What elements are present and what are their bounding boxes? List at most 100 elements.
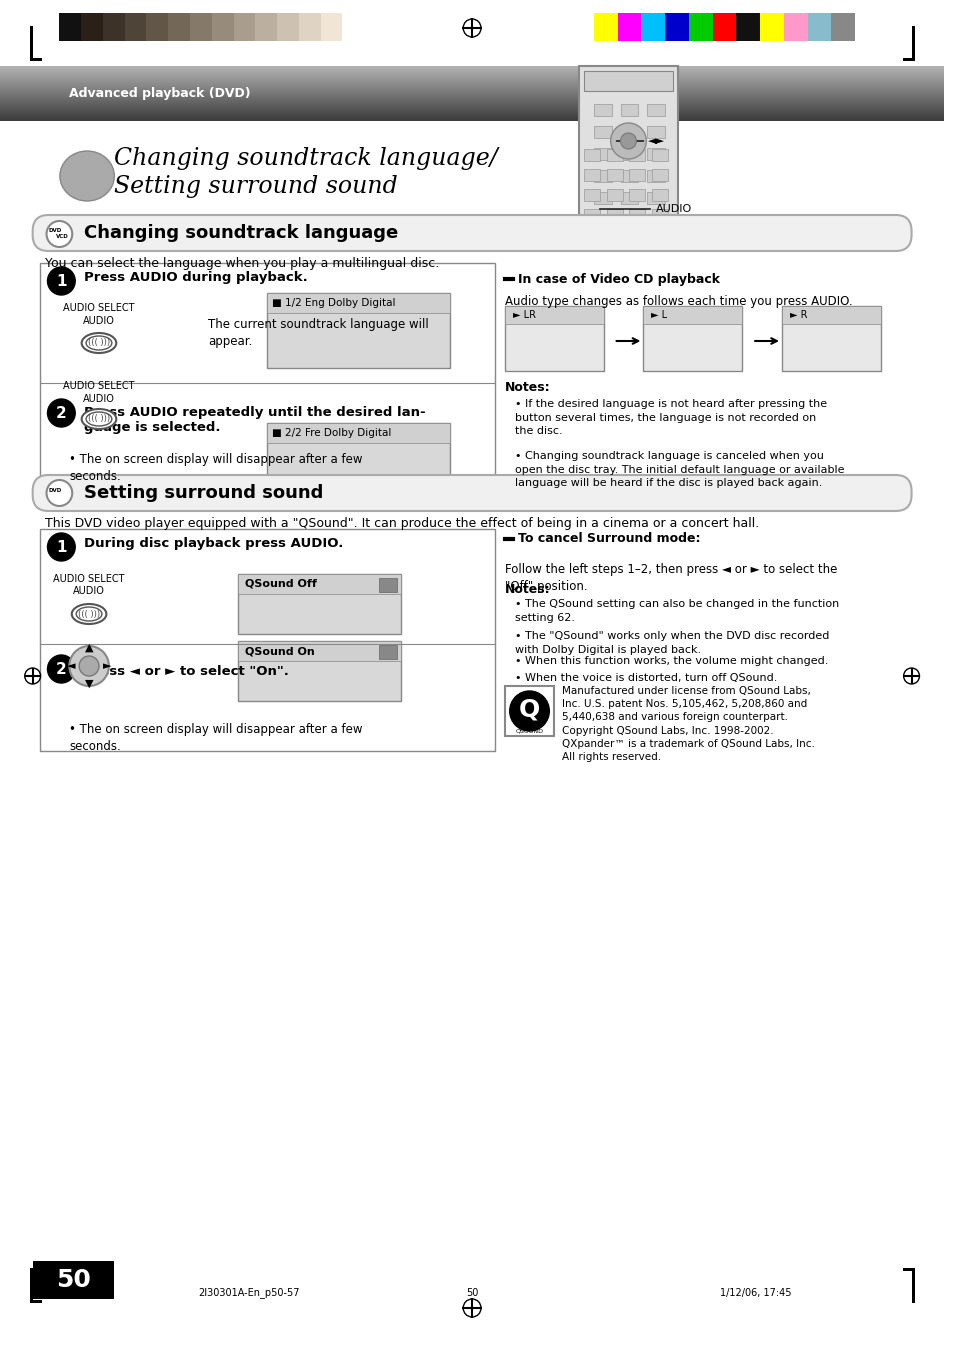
Bar (781, 305, 880, 372)
Bar (617, 14, 640, 41)
Ellipse shape (86, 412, 112, 426)
Ellipse shape (82, 409, 116, 430)
Bar (233, 14, 255, 41)
Bar (583, 72, 672, 91)
Bar (267, 293, 450, 313)
Bar (593, 126, 611, 138)
Bar (298, 14, 320, 41)
Bar (593, 149, 611, 159)
Bar (593, 104, 611, 116)
Bar (190, 14, 212, 41)
Text: VCD: VCD (56, 235, 69, 239)
Bar (911, 1269, 914, 1302)
Text: To cancel Surround mode:: To cancel Surround mode: (517, 532, 700, 546)
Bar (606, 169, 622, 181)
Text: You can select the language when you play a multilingual disc.: You can select the language when you pla… (45, 257, 438, 269)
Bar (255, 14, 276, 41)
Text: ◄: ◄ (67, 661, 75, 671)
Bar (168, 14, 190, 41)
Bar (652, 149, 667, 161)
Text: Changing soundtrack language/: Changing soundtrack language/ (113, 147, 497, 170)
Text: 1/12/06, 17:45: 1/12/06, 17:45 (720, 1288, 791, 1298)
Text: DVD: DVD (49, 488, 62, 493)
Bar (652, 169, 667, 181)
Bar (504, 686, 554, 736)
Bar (606, 149, 622, 161)
Bar (736, 14, 760, 41)
Text: • The on screen display will disappear after a few
seconds.: • The on screen display will disappear a… (70, 453, 362, 484)
Bar (830, 14, 854, 41)
Bar (647, 170, 664, 182)
Bar (902, 58, 914, 61)
Text: DVD: DVD (49, 228, 62, 234)
Text: Setting surround sound: Setting surround sound (113, 174, 397, 197)
Bar (583, 149, 599, 161)
Text: ((( ))): ((( ))) (78, 609, 100, 619)
Circle shape (48, 655, 75, 684)
Text: ►: ► (103, 661, 112, 671)
Text: • The "QSound" works only when the DVD disc recorded
with Dolby Digital is playe: • The "QSound" works only when the DVD d… (514, 631, 828, 655)
Bar (237, 574, 400, 594)
Bar (583, 189, 599, 201)
Circle shape (48, 399, 75, 427)
Text: ■ 2/2 Fre Dolby Digital: ■ 2/2 Fre Dolby Digital (272, 428, 391, 438)
Bar (629, 149, 644, 161)
Bar (688, 14, 712, 41)
Bar (30, 26, 32, 61)
Bar (59, 14, 81, 41)
Text: QSound On: QSound On (245, 646, 314, 657)
Circle shape (47, 222, 72, 247)
Bar (578, 66, 678, 231)
Bar (125, 14, 147, 41)
Text: 2: 2 (56, 405, 67, 420)
Bar (902, 1269, 914, 1271)
Bar (652, 189, 667, 201)
Text: • If the desired language is not heard after pressing the
button several times, : • If the desired language is not heard a… (514, 399, 826, 436)
Text: • The QSound setting can also be changed in the function
setting 62.: • The QSound setting can also be changed… (514, 598, 838, 623)
Circle shape (48, 267, 75, 295)
Text: • When the voice is distorted, turn off QSound.: • When the voice is distorted, turn off … (514, 673, 777, 684)
Bar (647, 126, 664, 138)
Circle shape (70, 646, 109, 686)
Bar (237, 640, 400, 701)
Bar (807, 14, 830, 41)
Bar (30, 1269, 32, 1302)
Bar (237, 640, 400, 661)
Bar (276, 14, 298, 41)
Circle shape (509, 690, 549, 731)
Bar (583, 209, 599, 222)
Ellipse shape (71, 604, 107, 624)
Text: AUDIO: AUDIO (73, 586, 105, 596)
Circle shape (610, 123, 645, 159)
Bar (911, 26, 914, 61)
Bar (378, 644, 396, 659)
Bar (593, 14, 617, 41)
Bar (32, 1260, 113, 1300)
Bar (629, 209, 644, 222)
Text: Notes:: Notes: (504, 584, 550, 596)
Text: AUDIO: AUDIO (83, 394, 114, 404)
Bar (593, 192, 611, 204)
Text: AUDIO: AUDIO (656, 204, 692, 213)
Text: • The on screen display will disappear after a few
seconds.: • The on screen display will disappear a… (70, 723, 362, 753)
Bar (504, 305, 603, 324)
Bar (583, 169, 599, 181)
Text: Advanced playback (DVD): Advanced playback (DVD) (70, 86, 251, 100)
Bar (39, 263, 495, 481)
Text: Press AUDIO during playback.: Press AUDIO during playback. (84, 270, 308, 284)
Bar (652, 209, 667, 222)
Bar (30, 1300, 42, 1302)
Text: AUDIO SELECT: AUDIO SELECT (53, 574, 125, 584)
Bar (606, 209, 622, 222)
Bar (647, 104, 664, 116)
Bar (642, 305, 741, 372)
Bar (504, 305, 603, 372)
Text: ► R: ► R (789, 309, 806, 320)
Bar (593, 170, 611, 182)
Text: 2: 2 (56, 662, 67, 677)
Ellipse shape (60, 151, 114, 201)
Bar (640, 14, 664, 41)
Text: 1: 1 (56, 273, 67, 289)
Text: ► LR: ► LR (512, 309, 536, 320)
Text: • Changing soundtrack language is canceled when you
open the disc tray. The init: • Changing soundtrack language is cancel… (514, 451, 843, 488)
